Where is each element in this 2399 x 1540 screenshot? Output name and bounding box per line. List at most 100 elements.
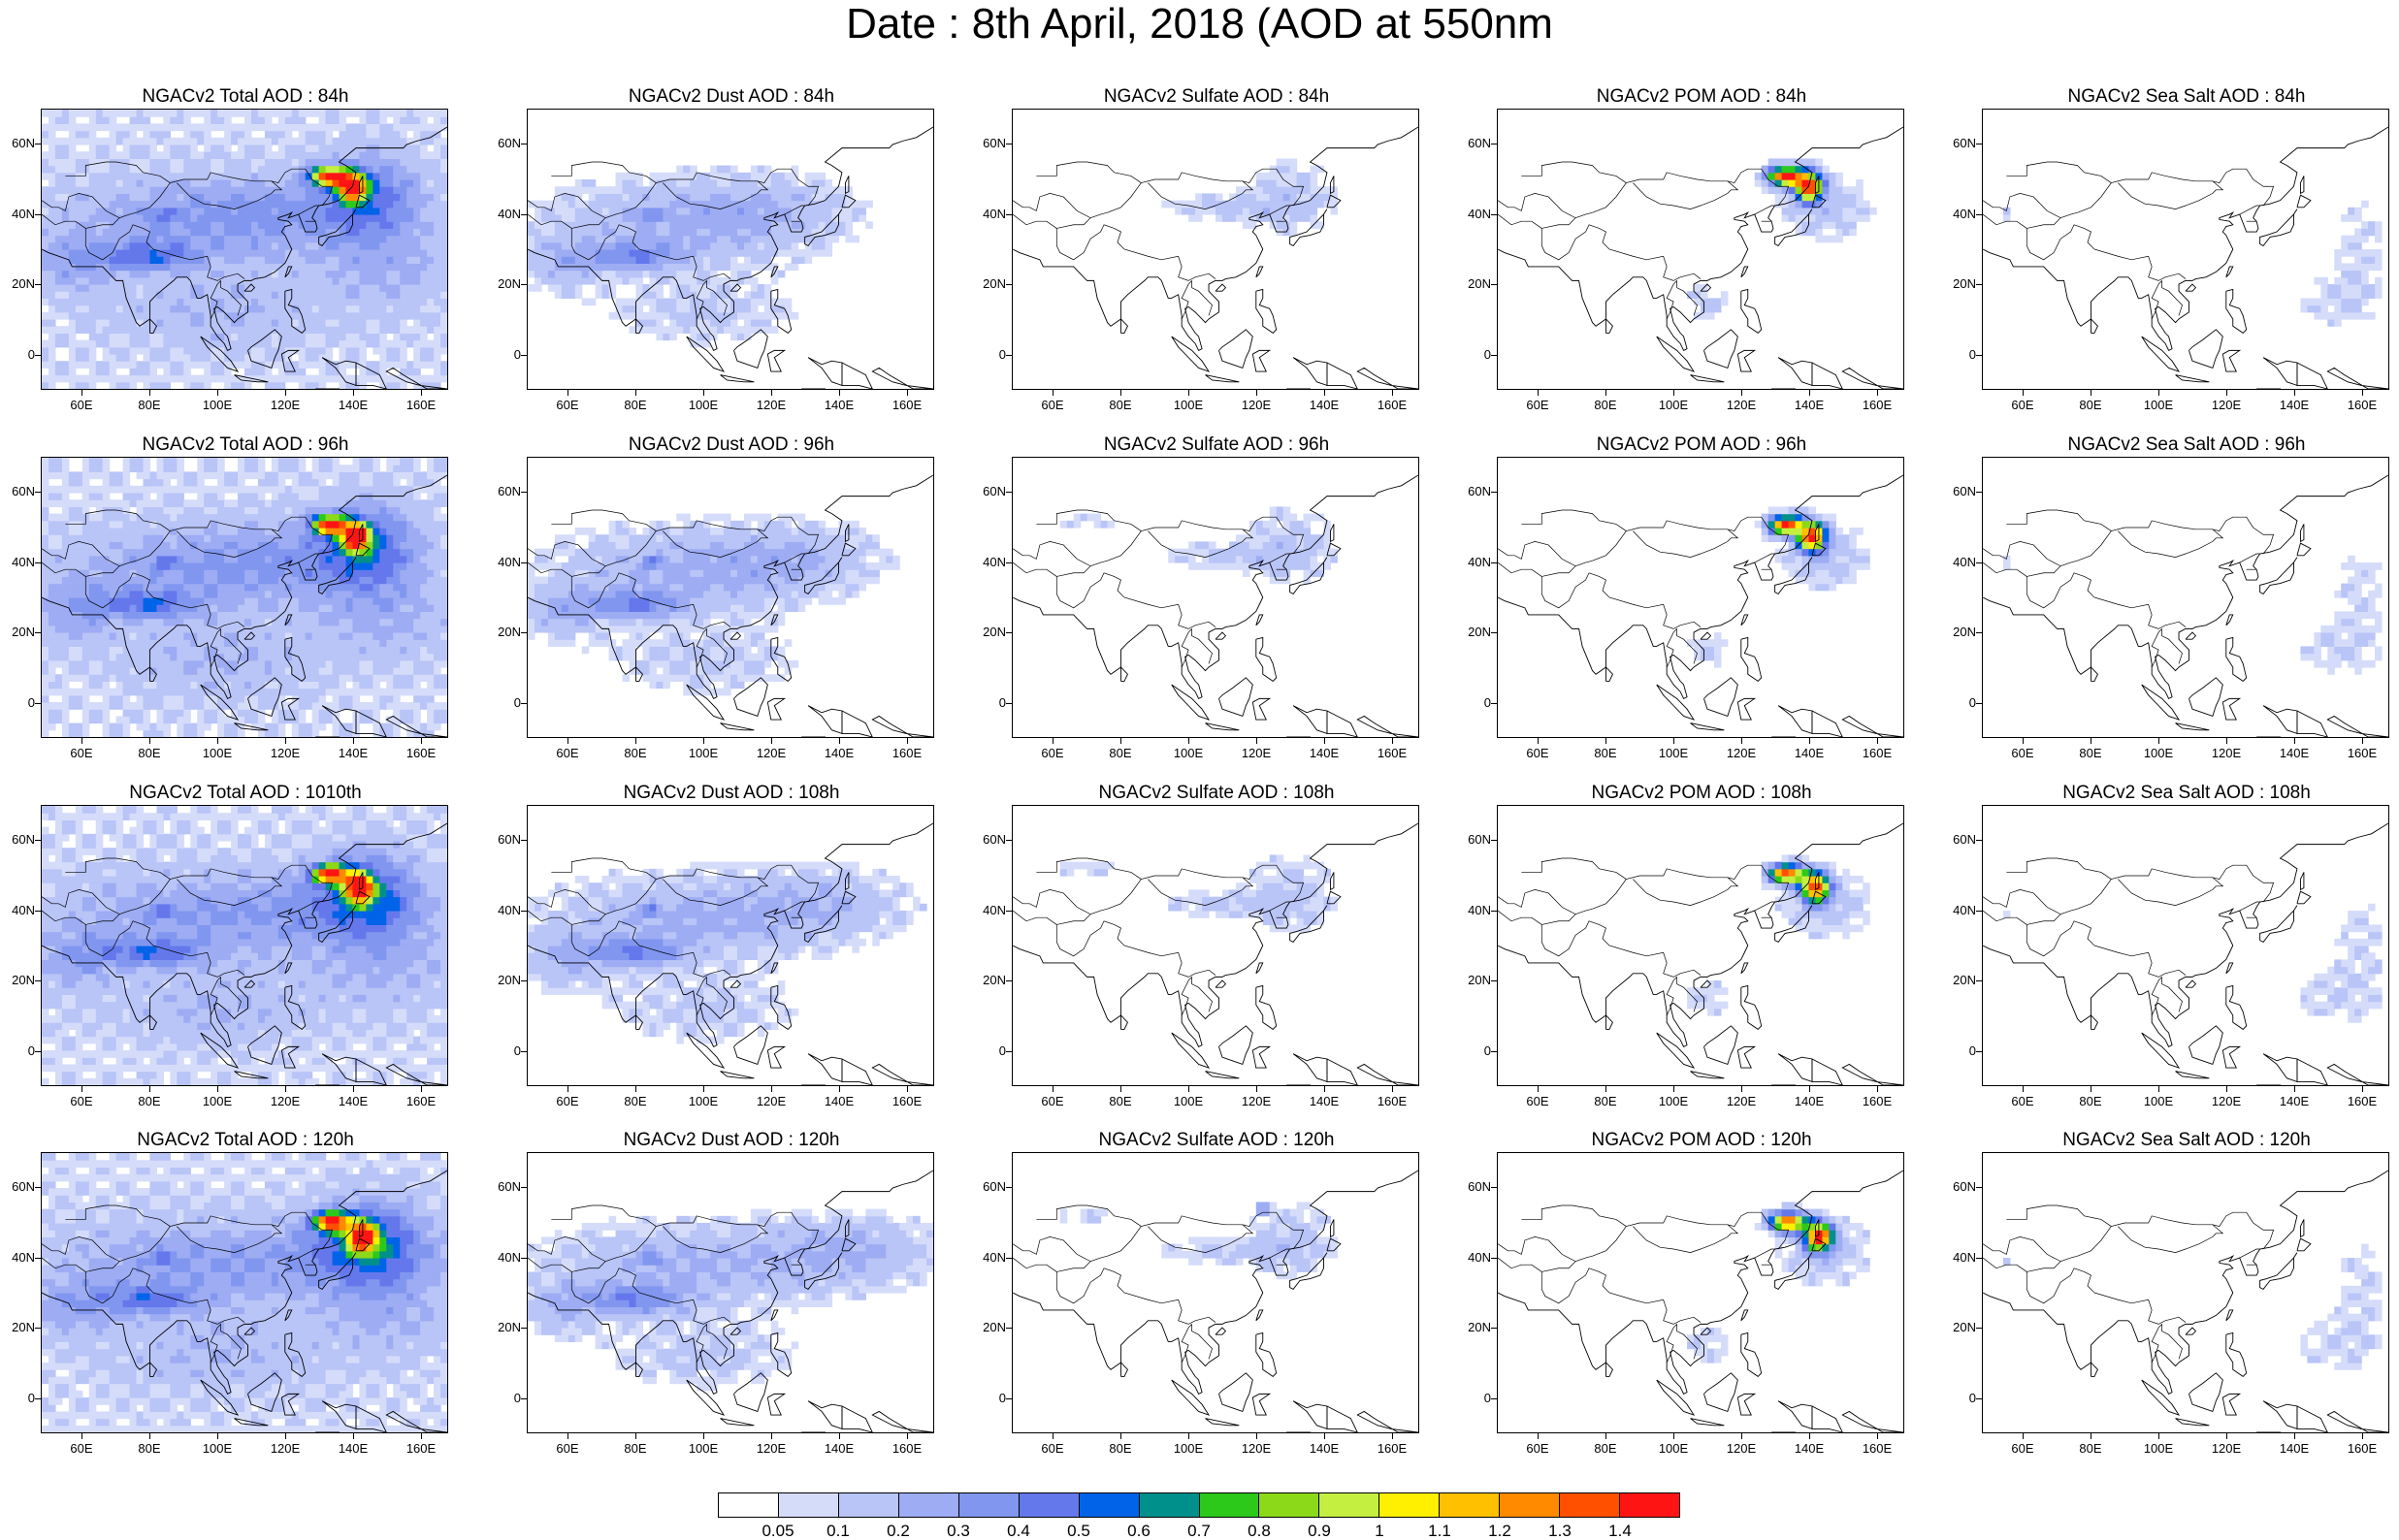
aod-cell bbox=[48, 716, 56, 724]
aod-cell bbox=[48, 158, 56, 167]
aod-cell bbox=[393, 130, 401, 139]
aod-cell bbox=[1296, 207, 1305, 215]
aod-cell bbox=[777, 305, 786, 313]
aod-cell bbox=[406, 151, 414, 159]
aod-cell bbox=[345, 702, 354, 710]
aod-cell bbox=[318, 256, 327, 264]
aod-cell bbox=[366, 374, 373, 383]
aod-cell bbox=[581, 179, 590, 187]
aod-cell bbox=[231, 639, 239, 647]
aod-cell bbox=[264, 339, 273, 348]
aod-cell bbox=[271, 179, 279, 187]
aod-cell bbox=[406, 256, 414, 264]
aod-cell bbox=[683, 263, 691, 272]
aod-cell bbox=[109, 694, 117, 703]
aod-cell bbox=[440, 172, 447, 180]
aod-cell bbox=[373, 611, 380, 620]
aod-cell bbox=[345, 639, 354, 647]
aod-cell bbox=[271, 137, 279, 145]
aod-cell bbox=[197, 276, 205, 285]
aod-cell bbox=[608, 249, 617, 257]
aod-cell bbox=[183, 137, 191, 145]
aod-cell bbox=[231, 235, 239, 243]
aod-cell bbox=[406, 144, 414, 152]
aod-cell bbox=[635, 186, 644, 194]
aod-cell bbox=[359, 214, 367, 222]
aod-cell bbox=[386, 639, 394, 647]
aod-cell bbox=[588, 241, 597, 250]
aod-cell bbox=[264, 681, 273, 690]
aod-cell bbox=[615, 270, 624, 278]
aod-cell bbox=[311, 604, 320, 612]
aod-cell bbox=[697, 333, 704, 341]
coastline bbox=[1777, 357, 1813, 387]
aod-cell bbox=[88, 110, 97, 117]
aod-cell bbox=[211, 346, 218, 355]
aod-cell bbox=[608, 276, 617, 285]
aod-cell bbox=[61, 116, 70, 124]
aod-cell bbox=[649, 207, 657, 215]
aod-cell bbox=[211, 339, 218, 348]
aod-cell bbox=[75, 276, 83, 285]
aod-cell bbox=[413, 144, 421, 152]
aod-cell bbox=[305, 681, 313, 690]
aod-cell bbox=[197, 214, 205, 222]
aod-cell bbox=[345, 172, 354, 180]
aod-cell bbox=[163, 200, 171, 209]
aod-cell bbox=[217, 214, 225, 222]
aod-cell bbox=[75, 110, 83, 117]
aod-cell bbox=[311, 200, 320, 209]
aod-cell bbox=[420, 276, 428, 285]
aod-cell bbox=[81, 305, 90, 313]
borders bbox=[42, 161, 334, 320]
aod-cell bbox=[1795, 214, 1803, 222]
aod-cell bbox=[88, 333, 97, 341]
aod-cell bbox=[257, 276, 266, 285]
coastline bbox=[1215, 283, 1227, 292]
aod-cell bbox=[204, 604, 211, 612]
aod-cell bbox=[339, 249, 347, 257]
aod-cell bbox=[177, 186, 184, 194]
aod-cell bbox=[95, 702, 104, 710]
aod-cell bbox=[95, 339, 104, 348]
aod-cell bbox=[88, 284, 97, 292]
aod-cell bbox=[68, 186, 77, 194]
aod-cell bbox=[345, 319, 354, 327]
aod-cell bbox=[595, 241, 603, 250]
aod-cell bbox=[81, 339, 90, 348]
aod-cell bbox=[102, 374, 111, 383]
aod-field bbox=[1498, 126, 1903, 389]
aod-cell bbox=[177, 241, 184, 250]
aod-cell bbox=[339, 186, 347, 194]
aod-cell bbox=[115, 659, 124, 668]
aod-cell bbox=[42, 270, 49, 278]
aod-cell bbox=[170, 326, 178, 334]
aod-cell bbox=[440, 632, 447, 640]
aod-cell bbox=[2348, 311, 2355, 320]
aod-cell bbox=[697, 256, 704, 264]
aod-cell bbox=[75, 346, 83, 355]
aod-cell bbox=[115, 319, 124, 327]
aod-cell bbox=[1781, 165, 1790, 174]
aod-cell bbox=[386, 681, 394, 690]
aod-cell bbox=[743, 291, 752, 299]
panel-title: NGACv2 Total AOD : 84h bbox=[142, 86, 349, 107]
aod-cell bbox=[81, 179, 90, 187]
aod-cell bbox=[143, 130, 151, 139]
aod-cell bbox=[1276, 158, 1284, 167]
aod-cell bbox=[163, 339, 171, 348]
aod-cell bbox=[238, 346, 245, 355]
aod-cell bbox=[656, 256, 664, 264]
aod-cell bbox=[710, 270, 718, 278]
aod-cell bbox=[1795, 179, 1803, 187]
panel-title: NGACv2 POM AOD : 84h bbox=[1596, 86, 1807, 107]
aod-cell bbox=[400, 221, 407, 229]
aod-cell bbox=[170, 597, 178, 605]
aod-cell bbox=[305, 311, 313, 320]
aod-cell bbox=[683, 291, 691, 299]
aod-cell bbox=[1269, 200, 1278, 209]
aod-cell bbox=[325, 263, 334, 272]
aod-cell bbox=[284, 165, 293, 174]
aod-cell bbox=[143, 597, 151, 605]
aod-cell bbox=[373, 674, 380, 682]
